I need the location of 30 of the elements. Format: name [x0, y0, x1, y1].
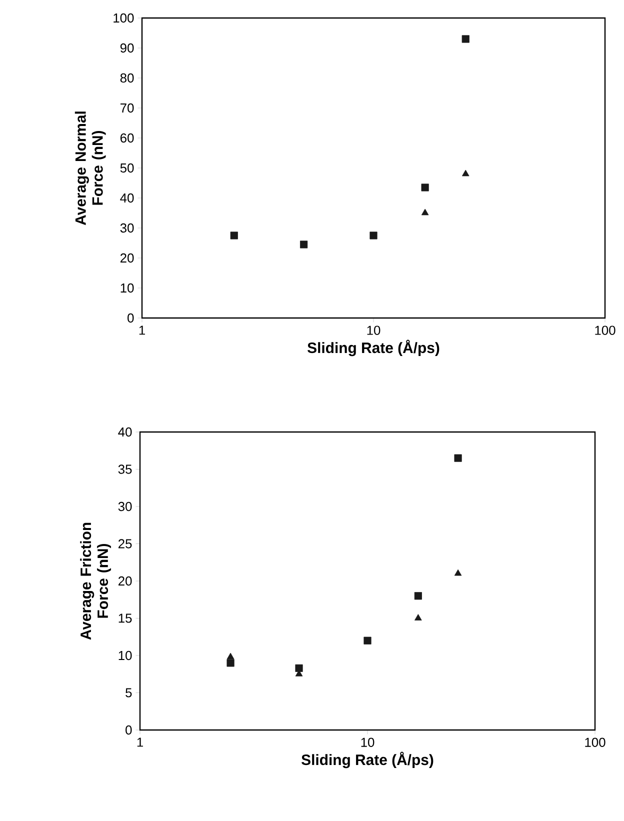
x-tick-label: 1: [137, 738, 143, 747]
y-tick-label: 70: [120, 103, 134, 113]
y-tick-label: 50: [120, 163, 134, 173]
x-tick-label: 10: [367, 326, 380, 335]
y-axis-title: Average Normal Force (nN): [74, 112, 106, 226]
y-tick-label: 10: [118, 650, 132, 660]
y-tick-label: 40: [118, 427, 132, 437]
y-tick-label: 25: [118, 539, 132, 548]
y-tick-label: 5: [126, 688, 132, 698]
y-tick-label: 15: [118, 614, 132, 623]
y-tick-label: 20: [118, 576, 132, 586]
y-tick-label: 60: [120, 133, 134, 143]
y-tick-label: 90: [120, 43, 134, 53]
x-tick-label: 100: [585, 738, 606, 747]
y-tick-label: 80: [120, 73, 134, 83]
x-tick-label: 100: [595, 326, 616, 335]
y-tick-label: 20: [120, 253, 134, 263]
y-tick-label: 0: [128, 313, 134, 323]
y-tick-label: 100: [114, 13, 134, 23]
y-axis-title: Average Friction Force (nN): [80, 522, 111, 640]
x-axis-title: Sliding Rate (Å/ps): [302, 752, 434, 768]
y-tick-label: 10: [120, 283, 134, 293]
x-axis-title: Sliding Rate (Å/ps): [308, 340, 440, 356]
x-tick-label: 10: [361, 738, 374, 747]
y-tick-label: 30: [118, 502, 132, 512]
y-tick-label: 35: [118, 464, 132, 474]
x-tick-label: 1: [139, 326, 145, 335]
y-tick-label: 30: [120, 223, 134, 233]
y-tick-label: 0: [126, 725, 132, 735]
y-tick-label: 40: [120, 193, 134, 203]
